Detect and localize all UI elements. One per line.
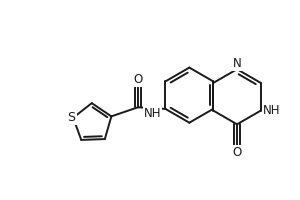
Text: S: S	[68, 111, 76, 124]
Text: N: N	[233, 57, 242, 70]
Text: NH: NH	[144, 107, 161, 120]
Text: O: O	[232, 146, 242, 159]
Text: O: O	[133, 73, 142, 86]
Text: NH: NH	[262, 104, 280, 117]
